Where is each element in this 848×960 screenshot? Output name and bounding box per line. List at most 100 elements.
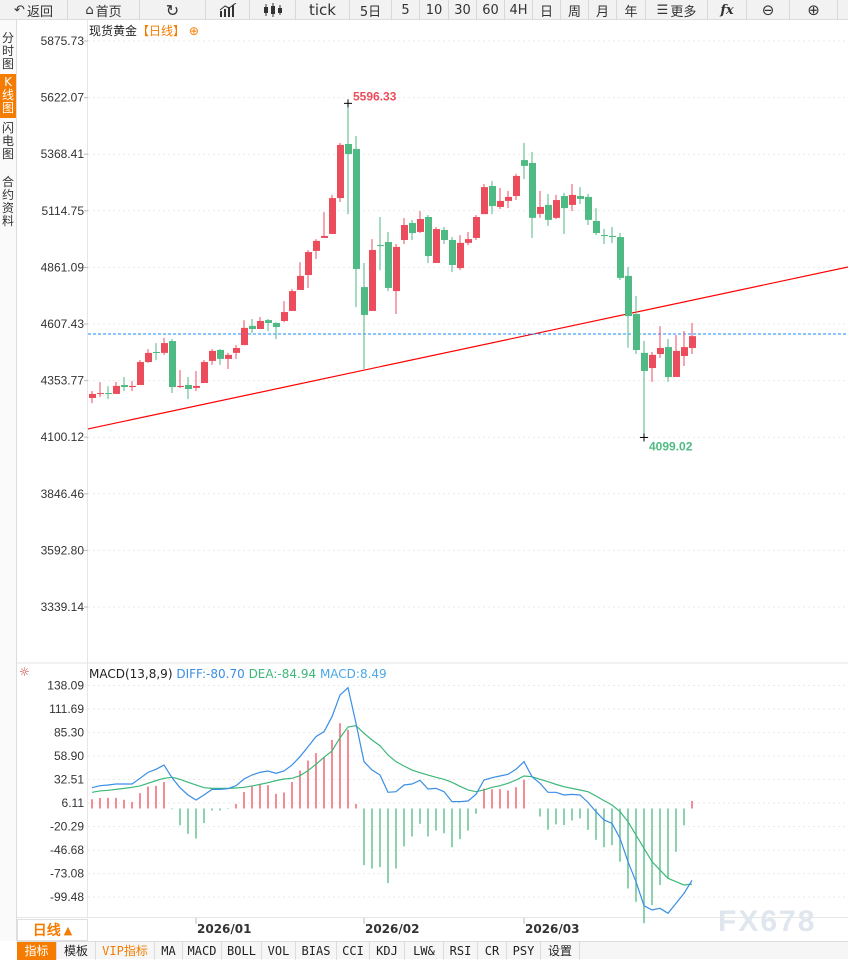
candle <box>601 229 608 244</box>
add-icon[interactable]: ⊕ <box>185 24 199 38</box>
formula-button[interactable]: fx <box>708 0 747 20</box>
candle <box>617 233 624 280</box>
candle-body <box>97 393 104 395</box>
macd-tick-label: 32.51 <box>54 773 84 787</box>
candle-body <box>337 144 344 199</box>
period-10-button[interactable]: 10 <box>420 0 449 20</box>
candle-body <box>185 385 192 390</box>
chart-title: 现货黄金【日线】 ⊕ <box>89 22 199 39</box>
candlestick-icon <box>263 3 282 17</box>
period-5-button[interactable]: 5 <box>392 0 420 20</box>
price-tick-label: 5368.41 <box>41 147 85 161</box>
candle-body <box>249 325 256 330</box>
settings-sun-icon[interactable]: ☼ <box>19 665 30 679</box>
candle <box>193 370 200 392</box>
low-marker-icon <box>640 433 648 442</box>
candle <box>569 183 576 211</box>
candle <box>577 187 584 205</box>
candle <box>121 376 128 392</box>
diff-line <box>91 686 693 915</box>
candle-body <box>345 144 352 155</box>
candle-body <box>217 349 224 359</box>
more-button[interactable]: ☰ 更多 <box>646 0 708 20</box>
candle <box>385 231 392 292</box>
period-30-button[interactable]: 30 <box>449 0 477 20</box>
candle <box>457 235 464 271</box>
candle-body <box>649 354 656 369</box>
period-day-button[interactable]: 日 <box>533 0 561 20</box>
indicator-tab[interactable]: PSY <box>507 942 541 960</box>
macd-dea-value: DEA:-84.94 <box>248 667 317 681</box>
period-month-button[interactable]: 月 <box>589 0 617 20</box>
side-tabs: 分时图 K线图 闪电图 合约资料 <box>0 20 17 941</box>
indicator-tab[interactable]: LW& <box>405 942 444 960</box>
candle-body <box>329 198 336 234</box>
candle <box>513 173 520 201</box>
candle <box>241 320 248 346</box>
candle <box>361 262 368 369</box>
candle-body <box>473 216 480 238</box>
high-price-label: 5596.33 <box>353 89 397 103</box>
tab-time-sharing[interactable]: 分时图 <box>1 31 14 71</box>
period-week-button[interactable]: 周 <box>561 0 589 20</box>
candle-body <box>177 385 184 388</box>
indicator-tab[interactable]: BOLL <box>222 942 262 960</box>
tab-contract-info[interactable]: 合约资料 <box>1 175 14 228</box>
period-label: 日线 <box>32 923 61 939</box>
zoom-out-button[interactable]: ⊖ <box>747 0 790 20</box>
date-tick-label: 2026/01 <box>197 922 252 936</box>
candle-body <box>481 187 488 215</box>
indicator-tab[interactable]: CCI <box>337 942 370 960</box>
candle-body <box>681 347 688 357</box>
indicator-tab[interactable]: MA <box>155 942 183 960</box>
tab-kline[interactable]: K线图 <box>0 74 16 118</box>
indicator-tab[interactable]: 指标 <box>17 942 57 960</box>
indicator-tab[interactable]: VIP指标 <box>96 942 155 960</box>
candle <box>417 210 424 234</box>
candle-body <box>305 252 312 276</box>
macd-tick-label: -73.08 <box>50 867 84 881</box>
indicator-tab[interactable]: 设置 <box>541 942 580 960</box>
candle <box>89 391 96 404</box>
indicator-tab[interactable]: RSI <box>444 942 478 960</box>
candle <box>497 187 504 209</box>
macd-hist-value: MACD:8.49 <box>319 667 387 681</box>
candle <box>505 190 512 209</box>
macd-legend: MACD(13,8,9) DIFF:-80.70 DEA:-84.94 MACD… <box>89 667 387 681</box>
indicator-tab[interactable]: KDJ <box>370 942 405 960</box>
candle-body <box>457 242 464 269</box>
candle-chart-button[interactable] <box>250 0 296 20</box>
candle-body <box>137 362 144 386</box>
tab-flash-chart[interactable]: 闪电图 <box>1 121 14 161</box>
price-tick-label: 4861.09 <box>41 260 85 274</box>
period-60-button[interactable]: 60 <box>477 0 505 20</box>
candle <box>537 190 544 218</box>
candle <box>217 349 224 365</box>
candle <box>657 326 664 359</box>
indicator-tab[interactable]: VOL <box>262 942 296 960</box>
candle <box>593 208 600 236</box>
tick-button[interactable]: tick <box>296 0 350 20</box>
period-selector[interactable]: 日线 ▲ <box>17 919 88 941</box>
refresh-button[interactable]: ↻ <box>140 0 206 20</box>
indicator-tab[interactable]: MACD <box>183 942 222 960</box>
line-chart-button[interactable] <box>206 0 250 20</box>
zoom-in-button[interactable]: ⊕ <box>790 0 838 20</box>
candle <box>425 214 432 263</box>
candle-body <box>537 206 544 214</box>
indicator-tab[interactable]: 模板 <box>57 942 96 960</box>
period-4h-button[interactable]: 4H <box>505 0 533 20</box>
period-year-button[interactable]: 年 <box>617 0 646 20</box>
candle-body <box>361 287 368 315</box>
five-day-button[interactable]: 5日 <box>350 0 392 20</box>
candle <box>97 382 104 398</box>
back-button[interactable]: ↶ 返回 <box>0 0 68 20</box>
candle <box>305 250 312 288</box>
candle <box>145 349 152 363</box>
indicator-tab[interactable]: BIAS <box>296 942 337 960</box>
period-tag: 【日线】 <box>137 24 186 38</box>
indicator-tab[interactable]: CR <box>478 942 507 960</box>
home-button[interactable]: ⌂ 首页 <box>68 0 140 20</box>
candle-body <box>265 320 272 323</box>
